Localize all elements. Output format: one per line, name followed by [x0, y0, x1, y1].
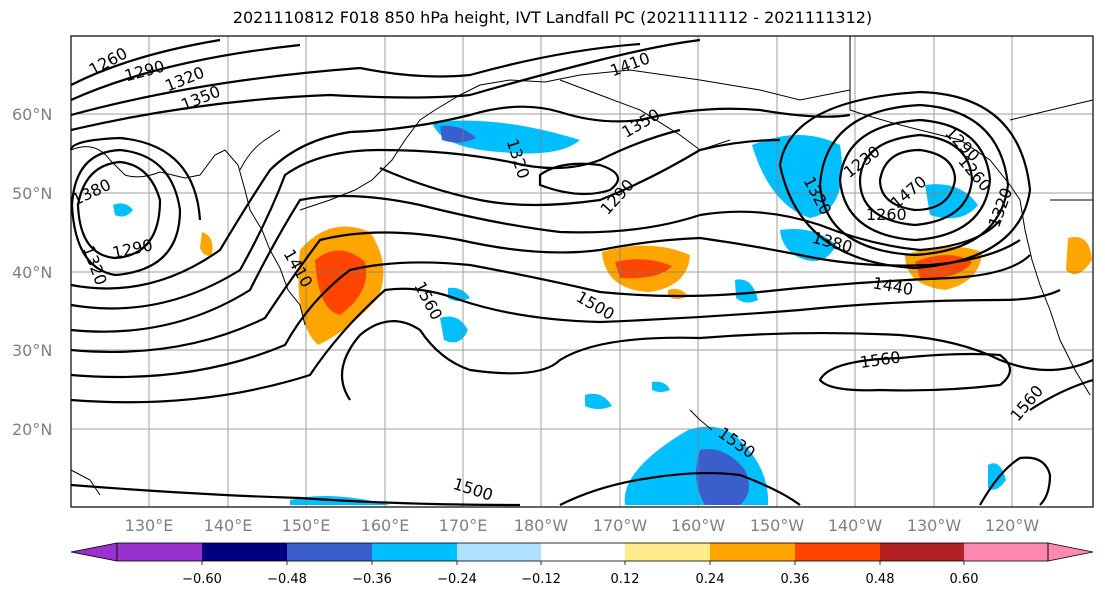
colorbar-segment — [880, 543, 964, 561]
colorbar-tick-label: −0.60 — [182, 572, 222, 587]
lat-label: 50°N — [12, 184, 52, 203]
colorbar-segment — [964, 543, 1048, 561]
colorbar-extend-min — [70, 542, 118, 562]
lon-label: 170°E — [439, 516, 488, 535]
lat-label: 60°N — [12, 105, 52, 124]
contour-label: 1320 — [79, 243, 111, 288]
lat-label: 40°N — [12, 263, 52, 282]
latitude-labels: 60°N 50°N 40°N 30°N 20°N — [12, 105, 52, 439]
contour-label: 1260 — [866, 205, 907, 224]
contour-label: 1470 — [887, 172, 930, 213]
height-contours — [69, 38, 1094, 507]
colorbar-segment — [287, 543, 372, 561]
colorbar-segment — [457, 543, 541, 561]
graticule — [71, 36, 1093, 507]
contour-labels: 1260 1290 1320 1350 1410 1350 1320 1290 … — [69, 43, 1047, 504]
chart-title: 2021110812 F018 850 hPa height, IVT Land… — [232, 8, 873, 27]
contour-label: 1440 — [871, 273, 914, 299]
contour-label: 1410 — [608, 48, 653, 80]
colorbar-tick-label: 0.24 — [696, 572, 725, 587]
contour-label: 1500 — [451, 474, 496, 505]
lat-label: 30°N — [12, 341, 52, 360]
lon-label: 170°W — [593, 516, 648, 535]
colorbar-tick-label: 0.48 — [866, 572, 895, 587]
colorbar-segment — [795, 543, 880, 561]
contour-label: 1560 — [410, 278, 446, 323]
contour-label: 1560 — [859, 347, 902, 371]
colorbar-tick-label: −0.36 — [352, 572, 392, 587]
colorbar-extend-max — [1047, 542, 1094, 562]
colorbar-tick-label: 0.60 — [950, 572, 979, 587]
colorbar-segment — [202, 543, 287, 561]
lon-label: 130°W — [907, 516, 962, 535]
lon-label: 120°W — [985, 516, 1040, 535]
contour-label: 1290 — [111, 235, 155, 262]
lon-label: 130°E — [125, 516, 174, 535]
lon-label: 140°W — [828, 516, 883, 535]
lon-label: 180°W — [514, 516, 569, 535]
lon-label: 140°E — [204, 516, 253, 535]
colorbar-tick-label: −0.24 — [437, 572, 477, 587]
colorbar-segment — [372, 543, 457, 561]
colorbar-tick-label: 0.36 — [781, 572, 810, 587]
colorbar-segment — [710, 543, 795, 561]
colorbar-tick-label: −0.48 — [267, 572, 307, 587]
colorbar-segment — [541, 543, 625, 561]
colorbar: −0.60 −0.48 −0.36 −0.24 −0.12 0.12 0.24 … — [70, 542, 1094, 587]
colorbar-tick-label: −0.12 — [521, 572, 561, 587]
colorbar-segment — [625, 543, 710, 561]
map-frame — [70, 35, 1094, 508]
lon-label: 160°E — [361, 516, 410, 535]
colorbar-segment — [117, 543, 202, 561]
lon-label: 160°W — [671, 516, 726, 535]
colorbar-tick-label: 0.12 — [611, 572, 640, 587]
contour-label: 1290 — [597, 175, 638, 218]
longitude-labels: 130°E 140°E 150°E 160°E 170°E 180°W 170°… — [125, 516, 1040, 535]
lat-label: 20°N — [12, 420, 52, 439]
lon-label: 150°E — [282, 516, 331, 535]
lon-label: 150°W — [750, 516, 805, 535]
